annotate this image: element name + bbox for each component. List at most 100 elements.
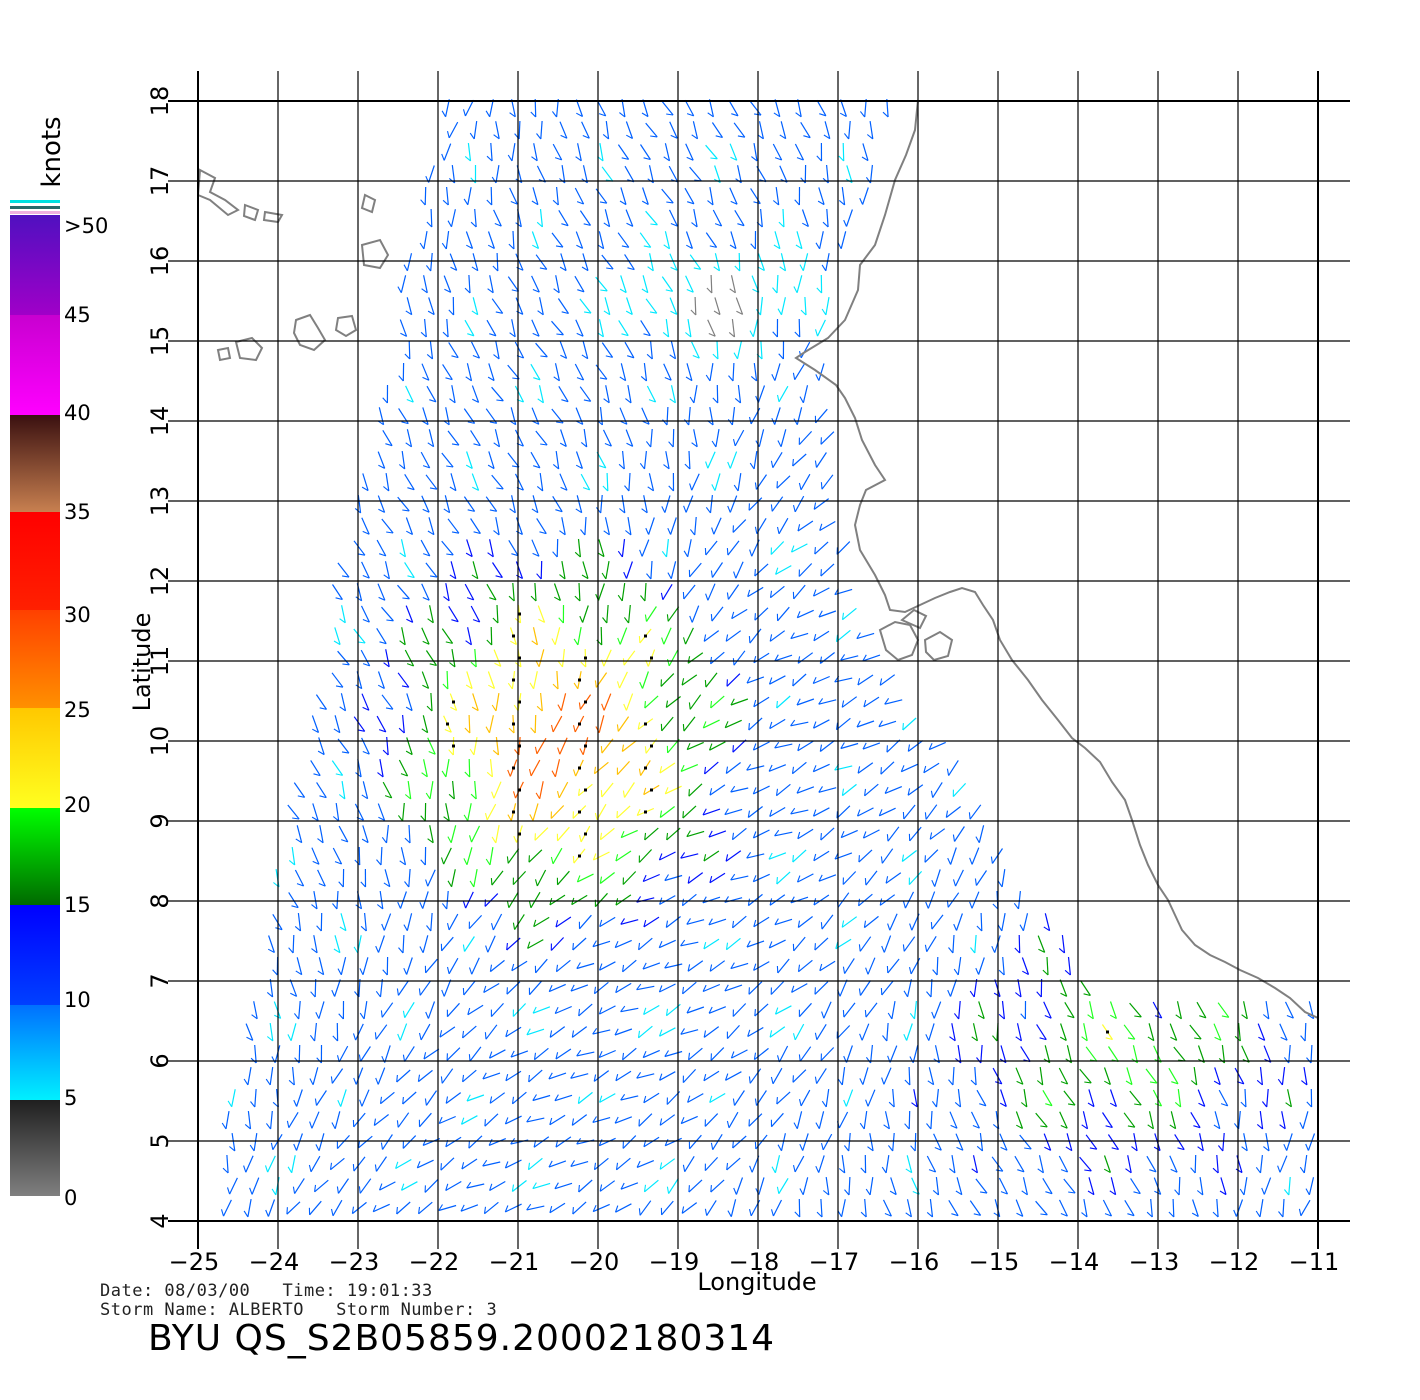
wind-barb	[979, 1133, 984, 1151]
wind-barb	[620, 1182, 639, 1190]
wind-barb-flag	[552, 199, 559, 206]
wind-barb-flag	[644, 614, 648, 622]
wind-barb	[724, 719, 742, 729]
wind-barb-flag	[839, 112, 847, 117]
wind-barb	[489, 1092, 506, 1104]
wind-barb-flag	[528, 1074, 530, 1082]
wind-barb	[570, 1161, 589, 1167]
wind-barb-flag	[636, 1160, 641, 1168]
wind-barb-flag	[930, 790, 934, 798]
wind-barb-flag	[358, 641, 366, 644]
wind-barb	[1016, 1023, 1022, 1041]
wind-barb	[862, 742, 881, 750]
wind-barb-flag	[342, 663, 350, 666]
wind-barb	[747, 586, 764, 598]
wind-barb	[420, 539, 431, 557]
wind-barb	[825, 1177, 830, 1195]
wind-barb-flag	[337, 1099, 342, 1107]
wind-barb-flag	[1194, 1037, 1202, 1040]
wind-barb	[438, 1204, 457, 1212]
rain-flag	[518, 744, 521, 748]
wind-barb	[669, 121, 678, 139]
wind-barb	[710, 1179, 725, 1193]
wind-barb	[682, 1068, 697, 1084]
wind-barb	[445, 407, 450, 425]
wind-barb-flag	[969, 990, 975, 998]
wind-barb-flag	[464, 155, 471, 162]
wind-barb	[924, 849, 939, 863]
wind-barb	[1130, 1178, 1141, 1194]
wind-barb-flag	[769, 809, 773, 817]
wind-barb	[1192, 1199, 1199, 1217]
colorbar-label: 25	[64, 698, 91, 722]
wind-barb	[802, 1177, 809, 1195]
wind-barb	[665, 539, 669, 557]
wind-barb	[384, 561, 390, 579]
wind-barb-flag	[952, 834, 956, 842]
wind-barb-flag	[470, 221, 477, 228]
wind-barb	[955, 1133, 964, 1151]
wind-barb-flag	[549, 1205, 553, 1213]
wind-barb-flag	[796, 157, 804, 161]
rain-flag	[512, 722, 515, 726]
wind-barb-flag	[309, 1078, 314, 1085]
wind-barb	[816, 1068, 827, 1084]
wind-barb-flag	[777, 308, 782, 316]
wind-barb	[334, 935, 341, 953]
wind-barb-flag	[687, 876, 691, 884]
wind-barb	[440, 1157, 455, 1171]
x-tick-labels: −25 −24 −23 −22 −21 −20 −19 −18 −17 −16 −15 −14 −13−…	[169, 1248, 1340, 1276]
wind-barb	[790, 809, 809, 815]
wind-barb	[794, 363, 805, 381]
wind-barb	[465, 231, 474, 249]
wind-barb	[451, 649, 456, 667]
wind-barb	[384, 1045, 391, 1063]
wind-barb-flag	[1022, 970, 1029, 975]
wind-barb	[1059, 979, 1068, 997]
wind-barb-flag	[614, 1028, 619, 1036]
cape-verde-island-6	[292, 313, 327, 352]
wind-barb	[1063, 1178, 1076, 1194]
wind-barb-flag	[602, 133, 609, 140]
wind-barb	[903, 936, 916, 952]
wind-barb	[598, 1049, 616, 1059]
wind-barb	[402, 802, 405, 822]
wind-barb	[862, 1067, 869, 1085]
wind-barb	[592, 1029, 611, 1035]
wind-barb-flag	[291, 905, 299, 909]
wind-barb-flag	[747, 589, 751, 597]
wind-barb-flag	[265, 1123, 272, 1130]
wind-barb	[397, 980, 409, 996]
wind-barb	[1178, 1176, 1181, 1196]
wind-barb	[468, 914, 483, 930]
wind-barb	[558, 385, 569, 403]
wind-barb	[294, 1178, 305, 1194]
wind-barb-flag	[311, 904, 318, 910]
wind-barb	[358, 978, 361, 998]
wind-barb	[430, 912, 433, 932]
wind-barb	[753, 916, 770, 928]
cape-verde-island-2	[242, 203, 260, 222]
wind-barb	[848, 1132, 851, 1152]
wind-barb	[531, 231, 540, 249]
wind-barb-flag	[615, 854, 619, 862]
wind-barb-flag	[540, 443, 548, 446]
wind-barb	[421, 363, 430, 381]
wind-barb-flag	[526, 1028, 531, 1036]
wind-barb	[760, 208, 763, 228]
wind-barb-flag	[361, 838, 369, 844]
wind-barb	[890, 1177, 897, 1195]
wind-barb	[406, 913, 413, 931]
wind-barb	[460, 1204, 479, 1212]
rain-flag	[446, 722, 449, 726]
wind-barb	[465, 891, 474, 909]
wind-barb	[427, 869, 436, 887]
wind-barb	[530, 363, 541, 381]
wind-barb-flag	[577, 788, 581, 796]
wind-barb	[650, 560, 653, 580]
wind-barb	[1085, 1134, 1098, 1150]
wind-barb	[816, 1023, 827, 1041]
wind-barb	[594, 892, 608, 908]
wind-barb	[554, 1182, 573, 1190]
wind-barb	[1103, 1155, 1111, 1173]
